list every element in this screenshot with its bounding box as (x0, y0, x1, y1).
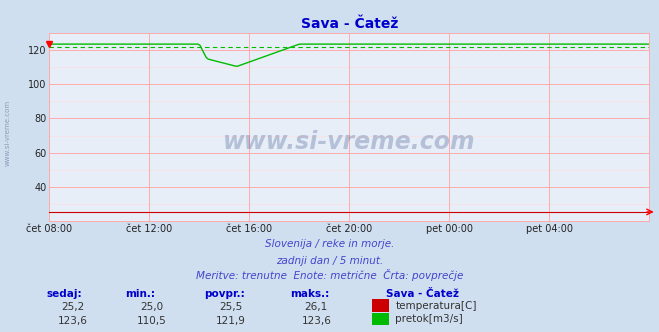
Text: Meritve: trenutne  Enote: metrične  Črta: povprečje: Meritve: trenutne Enote: metrične Črta: … (196, 269, 463, 281)
Text: www.si-vreme.com: www.si-vreme.com (223, 130, 476, 154)
Text: pretok[m3/s]: pretok[m3/s] (395, 314, 463, 324)
Text: Slovenija / reke in morje.: Slovenija / reke in morje. (265, 239, 394, 249)
Text: www.si-vreme.com: www.si-vreme.com (5, 100, 11, 166)
Text: 121,9: 121,9 (215, 316, 246, 326)
Text: zadnji dan / 5 minut.: zadnji dan / 5 minut. (276, 256, 383, 266)
Text: Sava - Čatež: Sava - Čatež (386, 289, 459, 299)
Text: min.:: min.: (125, 289, 156, 299)
Text: 25,0: 25,0 (140, 302, 163, 312)
Text: 25,5: 25,5 (219, 302, 243, 312)
Text: 26,1: 26,1 (304, 302, 328, 312)
Text: 123,6: 123,6 (57, 316, 88, 326)
Text: povpr.:: povpr.: (204, 289, 245, 299)
Text: 110,5: 110,5 (136, 316, 167, 326)
Text: temperatura[C]: temperatura[C] (395, 301, 477, 311)
Text: maks.:: maks.: (290, 289, 330, 299)
Title: Sava - Čatež: Sava - Čatež (301, 17, 398, 31)
Text: 123,6: 123,6 (301, 316, 331, 326)
Text: 25,2: 25,2 (61, 302, 84, 312)
Text: sedaj:: sedaj: (46, 289, 82, 299)
